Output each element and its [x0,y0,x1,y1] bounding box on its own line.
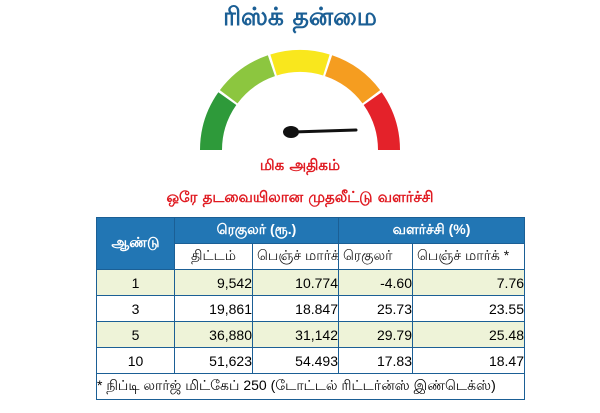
benchmark-cell: 18.847 [252,295,339,322]
table-subtitle: ஒரே தடவையிலான முதலீட்டு வளர்ச்சி [166,188,434,206]
footnote: * நிப்டி லார்ஜ் மிட்கேப் 250 (டோட்டல் ரி… [95,373,526,400]
growth-benchmark-cell: 23.55 [411,295,526,322]
benchmark-cell: 54.493 [252,347,339,374]
year-cell: 10 [96,347,175,374]
scheme-header: திட்டம் [174,243,253,270]
table-row: 10 51,623 54.493 17.83 18.47 [96,347,526,374]
gauge-segment-light-green [219,55,275,104]
gauge-segment-green [200,92,237,150]
gauge-needle [291,128,358,134]
table-row: 1 9,542 10.774 -4.60 7.76 [96,269,526,296]
growth-regular-cell: -4.60 [338,269,413,296]
footnote-row: * நிப்டி லார்ஜ் மிட்கேப் 250 (டோட்டல் ரி… [95,373,526,400]
regular-group-header: ரெகுலர் (ரூ.) [174,217,339,244]
growth-benchmark-cell: 25.48 [411,321,526,348]
benchmark-cell: 10.774 [252,269,339,296]
year-header: ஆண்டு [96,217,175,270]
gauge-needle-hub [283,126,299,138]
growth-regular-cell: 17.83 [338,347,413,374]
scheme-cell: 19,861 [174,295,253,322]
year-cell: 3 [96,295,175,322]
growth-regular-cell: 25.73 [338,295,413,322]
growth-benchmark-header: பெஞ்ச் மார்க் * [411,243,526,270]
table-row: 3 19,861 18.847 25.73 23.55 [96,295,526,322]
gauge-segments [200,50,400,150]
benchmark-header: பெஞ்ச் மார்க் [252,243,339,270]
scheme-cell: 36,880 [174,321,253,348]
growth-benchmark-cell: 18.47 [411,347,526,374]
gauge-segment-red [363,92,400,150]
page-title: ரிஸ்க் தன்மை [223,2,377,31]
returns-table: ஆண்டு ரெகுலர் (ரூ.) வளர்ச்சி (%) திட்டம்… [95,217,526,400]
scheme-cell: 51,623 [174,347,253,374]
year-cell: 1 [96,269,175,296]
risk-gauge [200,50,400,150]
risk-level-label: மிக அதிகம் [259,156,341,174]
gauge-segment-orange [325,55,381,104]
benchmark-cell: 31,142 [252,321,339,348]
growth-benchmark-cell: 7.76 [411,269,526,296]
gauge-segment-yellow [270,50,330,76]
scheme-cell: 9,542 [174,269,253,296]
growth-regular-header: ரெகுலர் [338,243,413,270]
growth-group-header: வளர்ச்சி (%) [337,217,526,244]
growth-regular-cell: 29.79 [338,321,413,348]
year-cell: 5 [96,321,175,348]
table-row: 5 36,880 31,142 29.79 25.48 [96,321,526,348]
